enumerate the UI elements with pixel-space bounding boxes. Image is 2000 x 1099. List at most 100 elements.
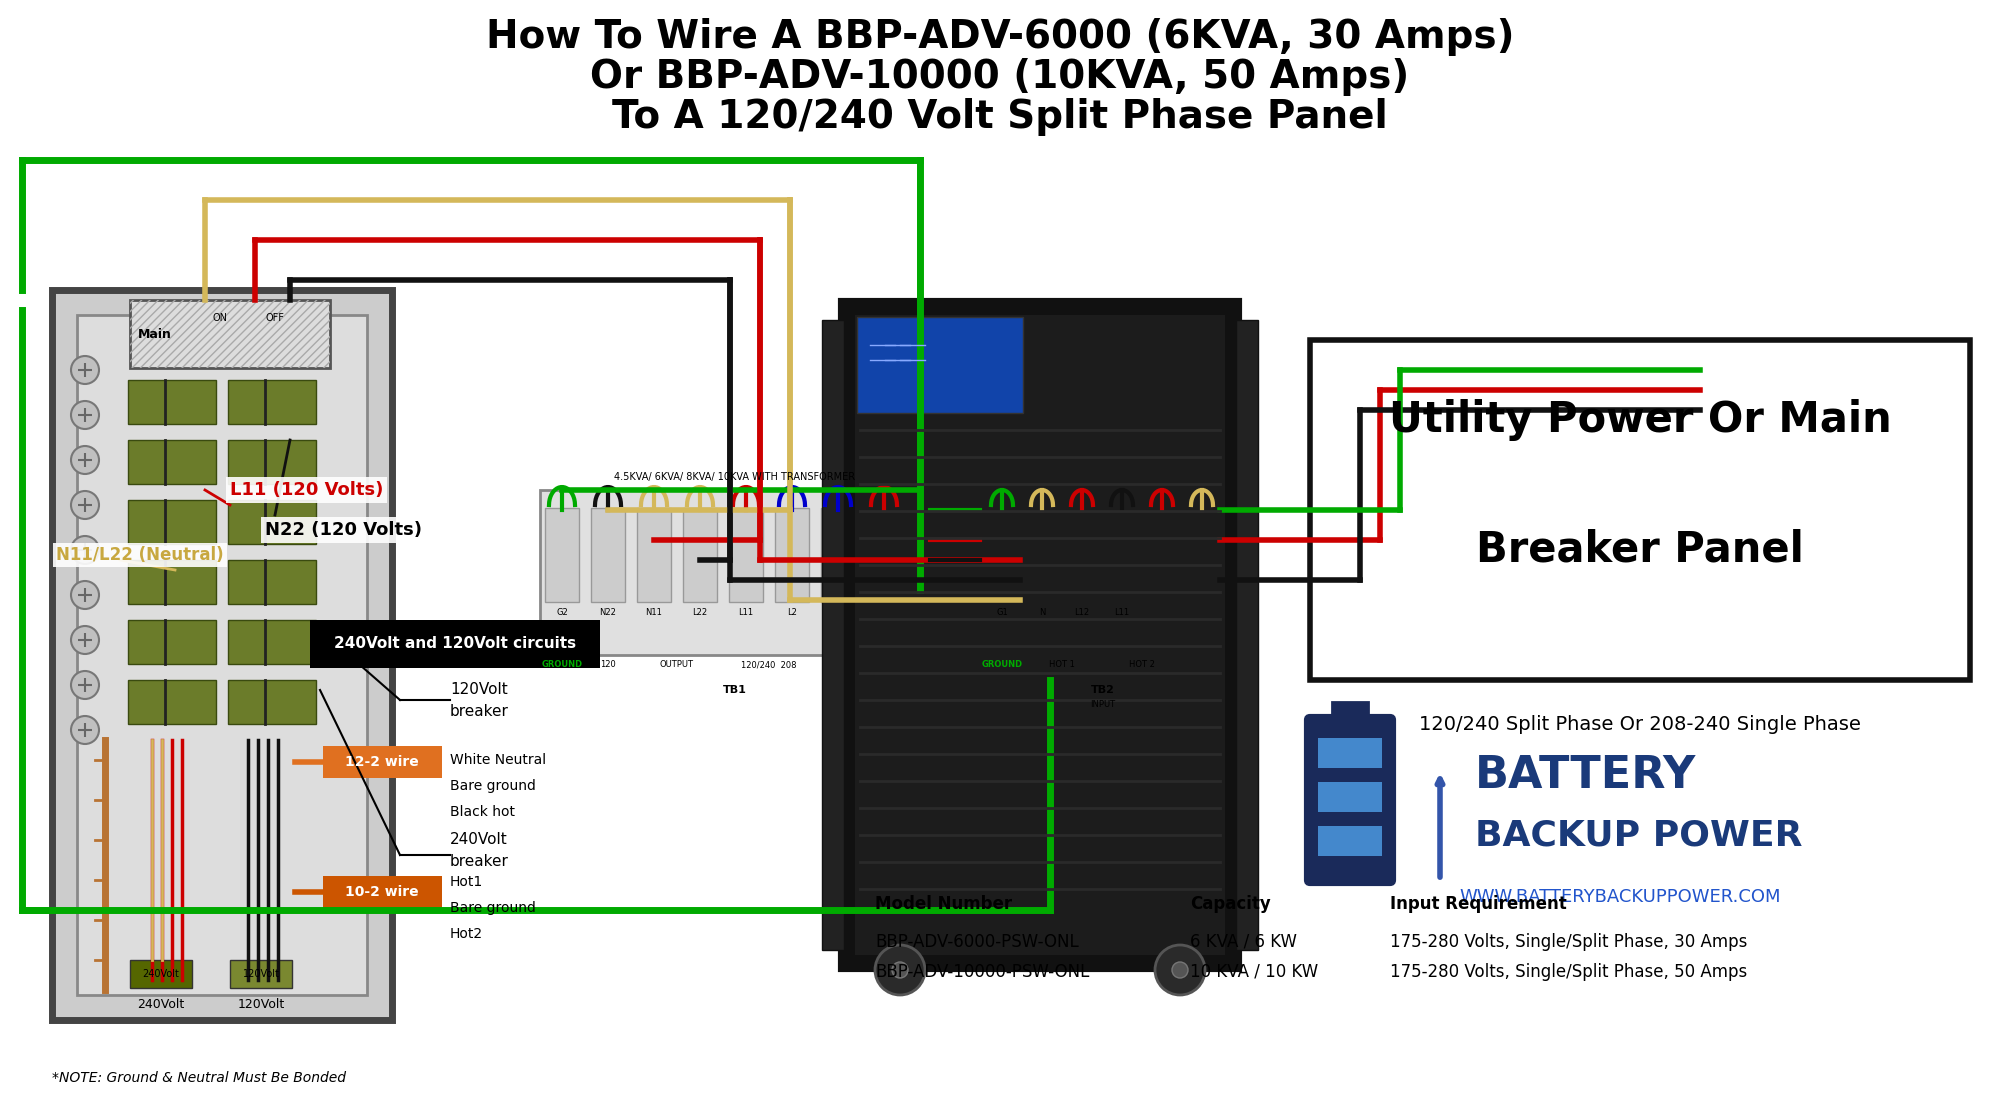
Text: 10 KVA / 10 KW: 10 KVA / 10 KW [1190, 963, 1318, 981]
FancyBboxPatch shape [310, 620, 600, 668]
Text: BACKUP POWER: BACKUP POWER [1476, 818, 1802, 852]
Text: How To Wire A BBP-ADV-6000 (6KVA, 30 Amps): How To Wire A BBP-ADV-6000 (6KVA, 30 Amp… [486, 18, 1514, 56]
FancyBboxPatch shape [1318, 739, 1382, 768]
FancyBboxPatch shape [988, 508, 1018, 602]
Text: HOT 2: HOT 2 [1130, 660, 1154, 669]
FancyBboxPatch shape [822, 508, 856, 602]
Text: 12-2 wire: 12-2 wire [346, 755, 418, 769]
Text: 4.5KVA/ 6KVA/ 8KVA/ 10KVA WITH TRANSFORMER: 4.5KVA/ 6KVA/ 8KVA/ 10KVA WITH TRANSFORM… [614, 471, 856, 482]
Text: Or BBP-ADV-10000 (10KVA, 50 Amps): Or BBP-ADV-10000 (10KVA, 50 Amps) [590, 58, 1410, 96]
Text: L12: L12 [1074, 608, 1090, 617]
FancyBboxPatch shape [1108, 508, 1136, 602]
Text: N22: N22 [600, 608, 616, 617]
Text: 120Volt: 120Volt [238, 998, 284, 1011]
Text: OUTPUT: OUTPUT [660, 660, 694, 669]
Text: GROUND: GROUND [542, 660, 582, 669]
Text: L11: L11 [1114, 608, 1130, 617]
FancyBboxPatch shape [130, 961, 192, 988]
FancyBboxPatch shape [228, 560, 316, 604]
Text: G1: G1 [996, 608, 1008, 617]
Text: HOT 1: HOT 1 [1050, 660, 1074, 669]
Text: 240Volt: 240Volt [450, 833, 508, 847]
FancyBboxPatch shape [324, 876, 442, 908]
Circle shape [72, 491, 100, 519]
FancyBboxPatch shape [128, 680, 216, 724]
FancyBboxPatch shape [228, 620, 316, 664]
Text: INPUT: INPUT [1090, 700, 1116, 709]
Text: Model Number: Model Number [876, 895, 1012, 913]
FancyBboxPatch shape [128, 500, 216, 544]
Text: 120Volt: 120Volt [450, 682, 508, 698]
Circle shape [72, 536, 100, 564]
Text: Bare ground: Bare ground [450, 779, 536, 793]
Text: Hot1: Hot1 [450, 875, 484, 889]
Text: breaker: breaker [450, 704, 508, 720]
Text: GROUND: GROUND [982, 660, 1022, 669]
Circle shape [72, 581, 100, 609]
Text: Bare ground: Bare ground [450, 901, 536, 915]
Text: L22: L22 [692, 608, 708, 617]
FancyBboxPatch shape [128, 440, 216, 484]
Text: TB2: TB2 [1090, 685, 1114, 695]
Text: White Neutral: White Neutral [450, 753, 546, 767]
FancyBboxPatch shape [76, 315, 368, 995]
FancyBboxPatch shape [1068, 508, 1096, 602]
Circle shape [72, 446, 100, 474]
Text: BBP-ADV-10000-PSW-ONL: BBP-ADV-10000-PSW-ONL [876, 963, 1090, 981]
Text: Hot2: Hot2 [450, 926, 484, 941]
Text: 175-280 Volts, Single/Split Phase, 30 Amps: 175-280 Volts, Single/Split Phase, 30 Am… [1390, 933, 1748, 951]
FancyBboxPatch shape [128, 620, 216, 664]
Text: 240Volt: 240Volt [138, 998, 184, 1011]
Text: N22 (120 Volts): N22 (120 Volts) [264, 521, 422, 539]
Circle shape [1156, 945, 1204, 995]
Text: Capacity: Capacity [1190, 895, 1270, 913]
FancyBboxPatch shape [128, 380, 216, 424]
FancyBboxPatch shape [868, 508, 900, 602]
FancyBboxPatch shape [230, 961, 292, 988]
Circle shape [72, 717, 100, 744]
Text: 120Volt: 120Volt [242, 969, 280, 979]
FancyBboxPatch shape [1310, 340, 1970, 680]
FancyBboxPatch shape [1028, 508, 1056, 602]
FancyBboxPatch shape [324, 746, 442, 778]
Text: L11 (120 Volts): L11 (120 Volts) [230, 481, 384, 499]
Text: To A 120/240 Volt Split Phase Panel: To A 120/240 Volt Split Phase Panel [612, 98, 1388, 136]
Text: 240Volt and 120Volt circuits: 240Volt and 120Volt circuits [334, 636, 576, 652]
Text: 175-280 Volts, Single/Split Phase, 50 Amps: 175-280 Volts, Single/Split Phase, 50 Am… [1390, 963, 1748, 981]
FancyBboxPatch shape [684, 508, 716, 602]
FancyBboxPatch shape [128, 560, 216, 604]
FancyBboxPatch shape [540, 490, 930, 655]
FancyBboxPatch shape [1306, 717, 1394, 884]
Text: ON: ON [212, 313, 228, 323]
Text: 120/240 Split Phase Or 208-240 Single Phase: 120/240 Split Phase Or 208-240 Single Ph… [1420, 715, 1860, 734]
FancyBboxPatch shape [1148, 508, 1176, 602]
Text: 240Volt: 240Volt [142, 969, 180, 979]
Text: BBP-ADV-6000-PSW-ONL: BBP-ADV-6000-PSW-ONL [876, 933, 1078, 951]
FancyBboxPatch shape [1188, 508, 1216, 602]
FancyBboxPatch shape [592, 508, 624, 602]
Text: L11: L11 [738, 608, 754, 617]
Text: Utility Power Or Main: Utility Power Or Main [1388, 399, 1892, 441]
Text: N11: N11 [646, 608, 662, 617]
Circle shape [72, 356, 100, 384]
Text: breaker: breaker [450, 855, 508, 869]
FancyBboxPatch shape [636, 508, 672, 602]
FancyBboxPatch shape [1332, 702, 1368, 722]
FancyBboxPatch shape [856, 317, 1024, 413]
Circle shape [1172, 962, 1188, 978]
FancyBboxPatch shape [130, 300, 330, 368]
Text: Main: Main [138, 328, 172, 341]
Text: 120: 120 [600, 660, 616, 669]
Text: WWW.BATTERYBACKUPPOWER.COM: WWW.BATTERYBACKUPPOWER.COM [1460, 888, 1780, 906]
FancyBboxPatch shape [840, 300, 1240, 970]
FancyBboxPatch shape [544, 508, 580, 602]
Circle shape [892, 962, 908, 978]
Circle shape [876, 945, 924, 995]
FancyBboxPatch shape [1236, 320, 1258, 950]
Text: OFF: OFF [266, 313, 284, 323]
Circle shape [72, 626, 100, 654]
Text: 6 KVA / 6 KW: 6 KVA / 6 KW [1190, 933, 1296, 951]
Text: Black hot: Black hot [450, 804, 516, 819]
FancyBboxPatch shape [228, 380, 316, 424]
Circle shape [72, 671, 100, 699]
